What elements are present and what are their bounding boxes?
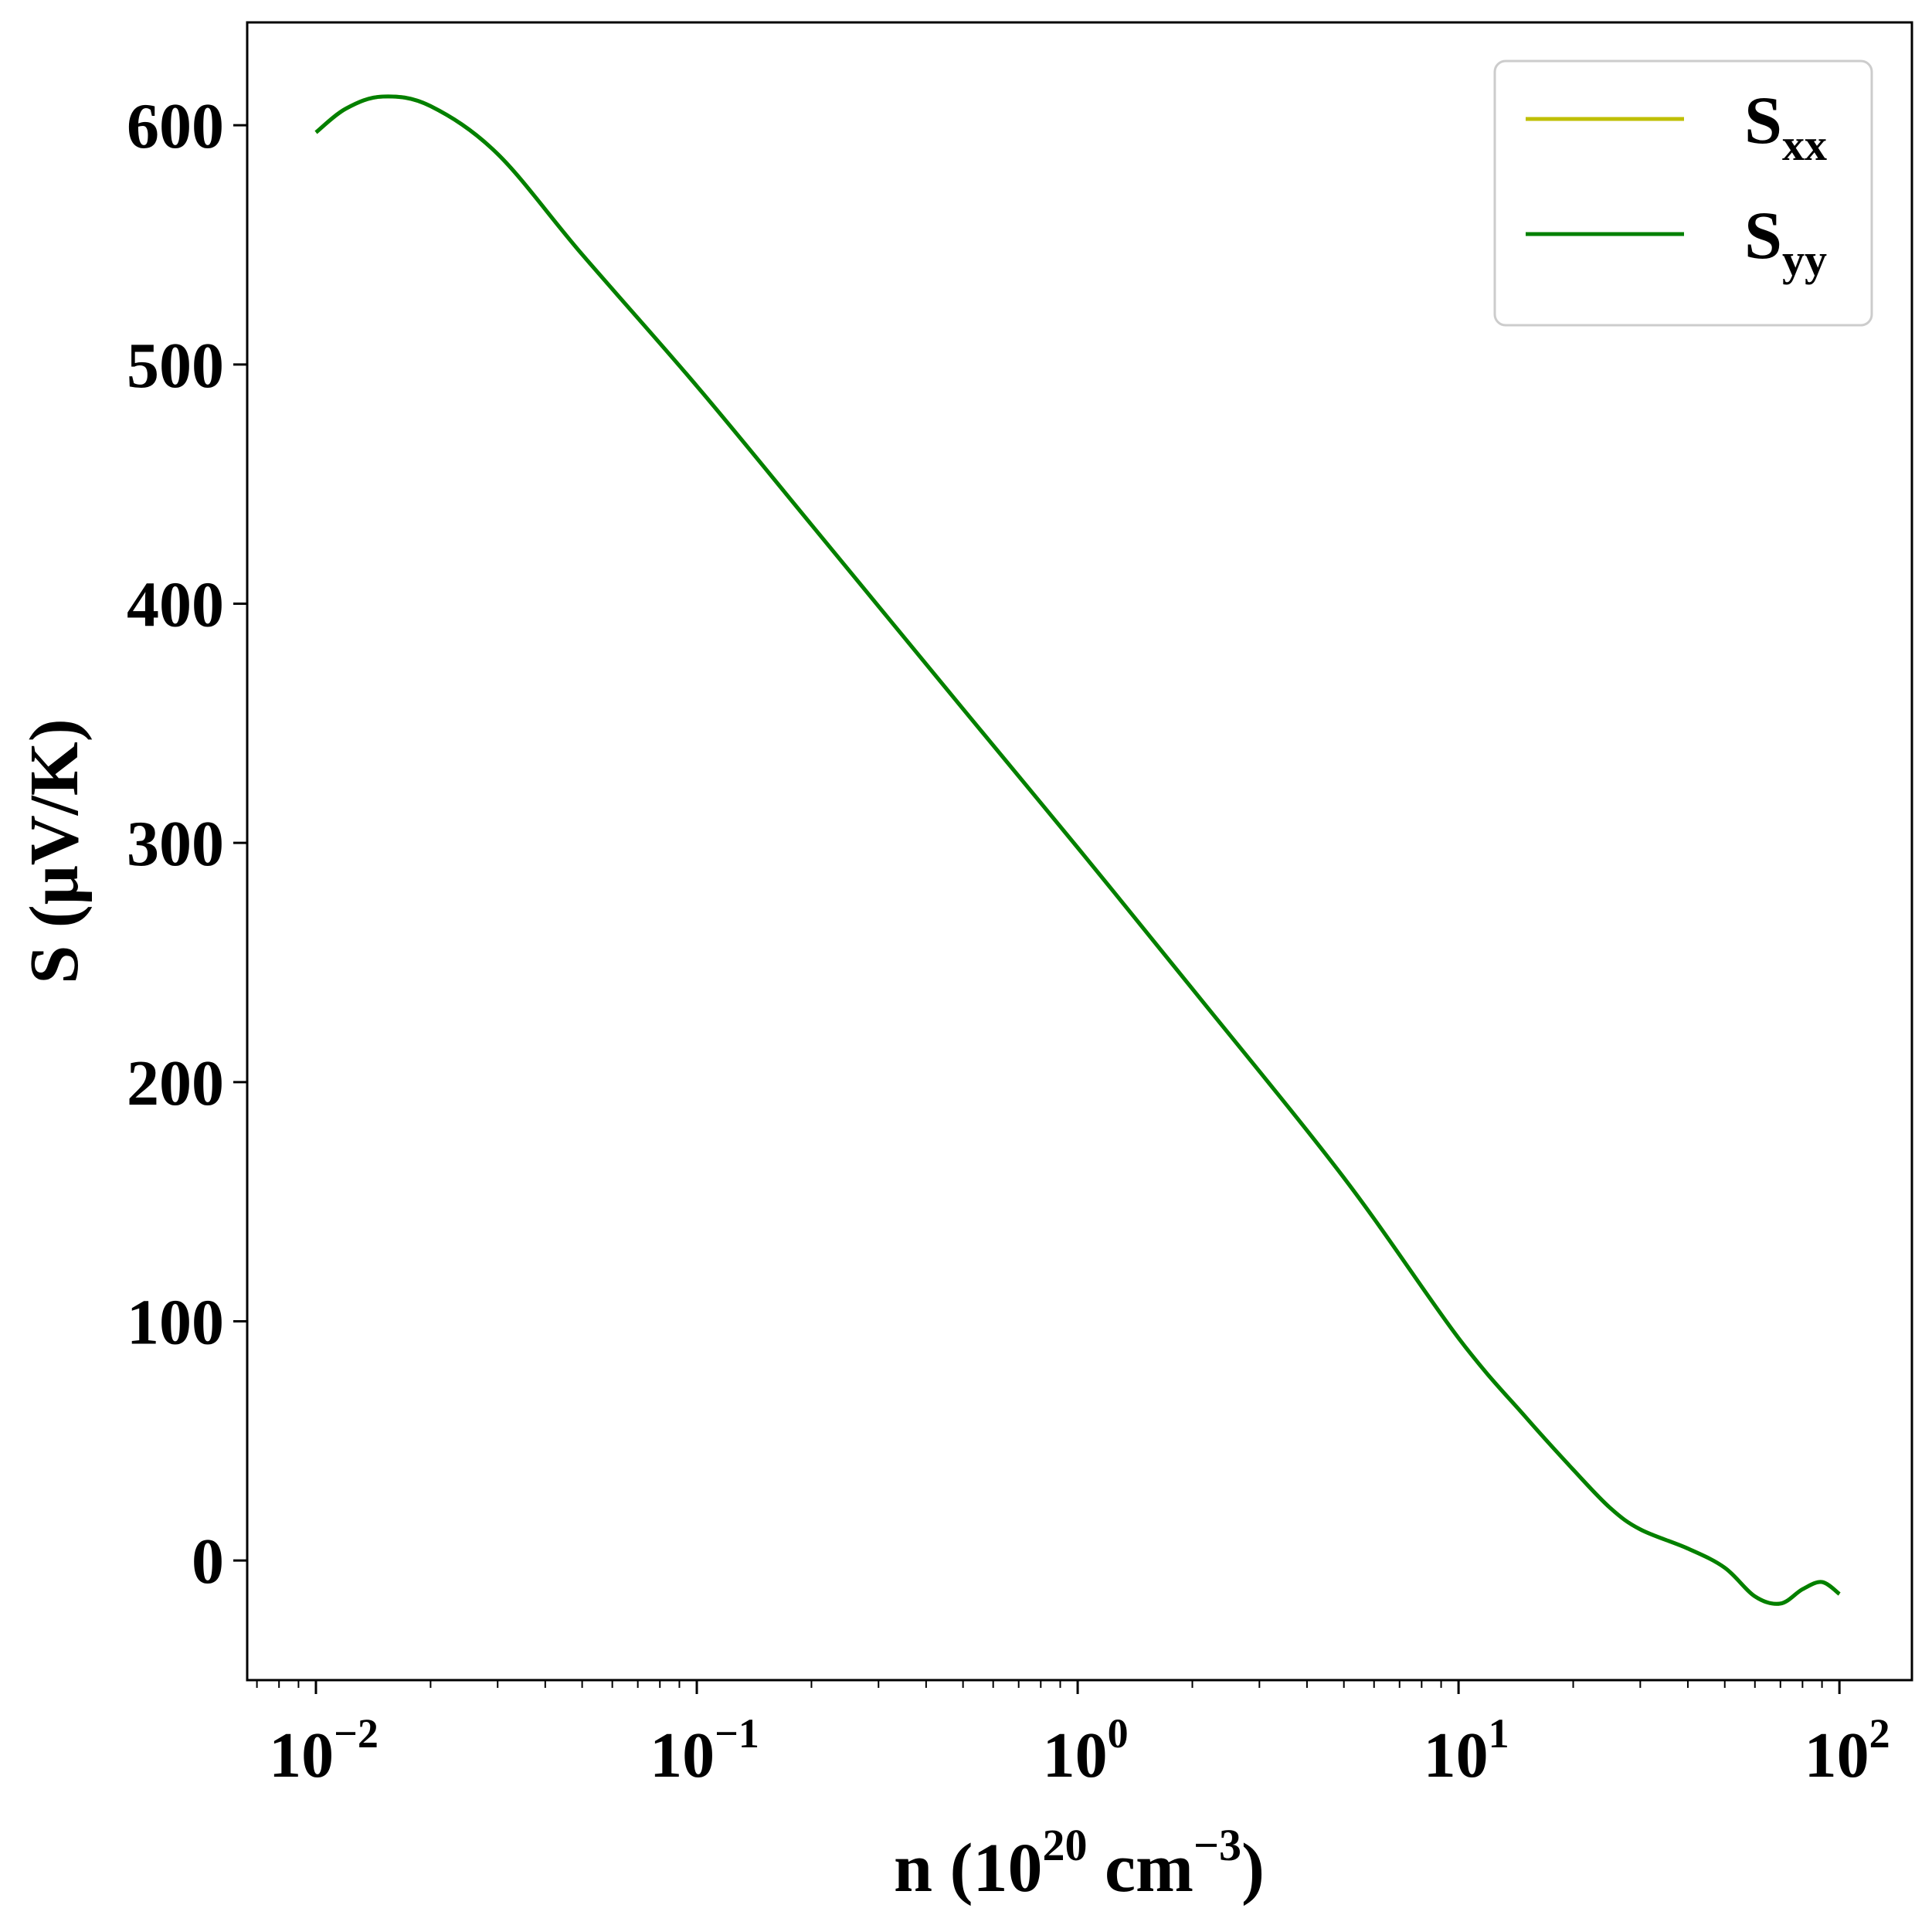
y-tick-label: 500 [127, 330, 224, 402]
plot-frame [246, 21, 1913, 1682]
legend-label-syy: Syy [1744, 199, 1827, 285]
x-tick-label: 101 [1424, 1710, 1509, 1791]
y-tick-label: 100 [127, 1286, 224, 1358]
x-tick-label: 100 [1043, 1710, 1129, 1791]
y-tick-label: 0 [192, 1526, 224, 1597]
x-tick-label: 10−1 [650, 1710, 759, 1791]
legend: Sxx Syy [1493, 59, 1873, 327]
y-tick-label: 600 [127, 90, 224, 162]
legend-label-sxx: Sxx [1744, 83, 1827, 170]
y-tick-label: 300 [127, 808, 224, 880]
ticks-layer: 0 100 200 300 400 500 600 10−2 10−1 100 101 102 [127, 90, 1890, 1791]
y-axis-label: S (μV/K) [16, 718, 93, 984]
y-tick-label: 200 [127, 1047, 224, 1119]
y-tick-label: 400 [127, 569, 224, 640]
legend-box [1493, 59, 1873, 327]
x-tick-label: 102 [1805, 1710, 1890, 1791]
series-line-yy [314, 94, 1841, 1606]
x-tick-label: 10−2 [269, 1710, 379, 1791]
x-axis-label: n (1020 cm−3) [894, 1820, 1265, 1906]
series-layer [314, 94, 1841, 1606]
